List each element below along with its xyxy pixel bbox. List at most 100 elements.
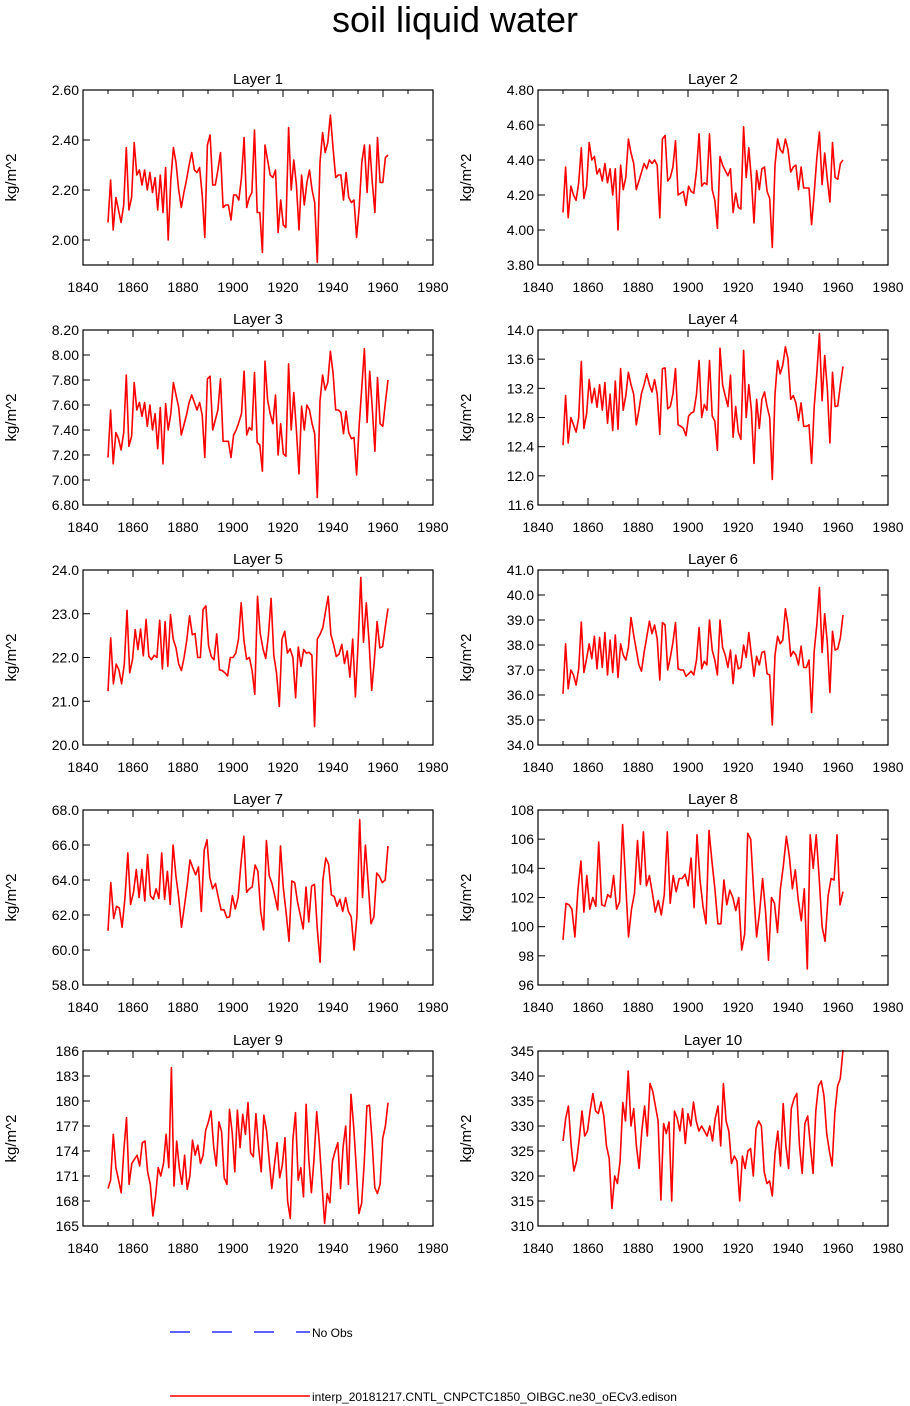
series-line-model [562,823,844,970]
x-tick-label: 1960 [822,279,853,295]
x-tick-label: 1960 [367,759,398,775]
plot-frame [537,329,889,506]
x-tick-label: 1880 [622,1240,653,1256]
y-tick-label: 174 [56,1143,80,1159]
panel-title: Layer 10 [684,1032,742,1049]
y-tick-label: 345 [511,1043,535,1059]
y-tick-label: 20.0 [52,737,79,753]
panel-title: Layer 6 [688,551,738,568]
plot-frame [537,569,889,746]
x-tick-label: 1840 [67,279,98,295]
y-tick-label: 58.0 [52,977,79,993]
y-axis-label: kg/m^2 [458,154,475,202]
y-tick-label: 8.00 [52,347,79,363]
x-tick-label: 1860 [572,279,603,295]
x-tick-label: 1840 [522,999,553,1015]
series-line-model [107,818,389,964]
y-tick-label: 39.0 [507,612,534,628]
y-tick-label: 4.60 [507,117,534,133]
y-tick-label: 315 [511,1193,535,1209]
panel-title: Layer 5 [233,551,283,568]
x-tick-label: 1900 [672,759,703,775]
y-tick-label: 100 [511,919,535,935]
y-tick-label: 2.20 [52,182,79,198]
plot-frame [82,1050,434,1227]
series-line-model [107,114,389,264]
x-tick-label: 1940 [317,999,348,1015]
y-tick-label: 7.80 [52,372,79,388]
y-tick-label: 320 [511,1168,535,1184]
x-tick-label: 1840 [67,759,98,775]
y-axis-label: kg/m^2 [3,1115,20,1163]
y-tick-label: 38.0 [507,637,534,653]
figure-title: soil liquid water [332,0,578,40]
x-tick-label: 1860 [117,279,148,295]
y-tick-label: 66.0 [52,837,79,853]
y-tick-label: 4.00 [507,222,534,238]
y-tick-label: 14.0 [507,322,534,338]
x-tick-label: 1880 [167,519,198,535]
x-tick-label: 1940 [317,519,348,535]
series-line-model [107,1066,389,1225]
y-tick-label: 12.4 [507,439,534,455]
panel-title: Layer 1 [233,71,283,88]
chart-panel-3: Layer 3 kg/m^2 1840 1860 1880 1900 1920 1940 196… [3,311,449,535]
y-axis-label: kg/m^2 [458,874,475,922]
y-tick-label: 340 [511,1068,535,1084]
x-tick-label: 1960 [822,999,853,1015]
y-axis-label: kg/m^2 [3,634,20,682]
y-tick-label: 4.20 [507,187,534,203]
y-tick-label: 330 [511,1118,535,1134]
panel-title: Layer 3 [233,311,283,328]
x-tick-label: 1880 [622,519,653,535]
y-tick-label: 180 [56,1093,80,1109]
x-tick-label: 1900 [672,519,703,535]
y-tick-label: 325 [511,1143,535,1159]
y-tick-label: 2.60 [52,82,79,98]
series-line-model [562,1049,844,1210]
y-tick-label: 2.40 [52,132,79,148]
y-tick-label: 7.40 [52,422,79,438]
y-tick-label: 41.0 [507,562,534,578]
chart-panel-9: Layer 9 kg/m^2 1840 1860 1880 1900 1920 1940 196… [3,1032,449,1256]
chart-panel-4: Layer 4 kg/m^2 1840 1860 1880 1900 1920 1940 196… [458,311,904,535]
y-tick-label: 3.80 [507,257,534,273]
y-tick-label: 36.0 [507,687,534,703]
x-tick-label: 1880 [167,279,198,295]
x-tick-label: 1860 [572,759,603,775]
x-tick-label: 1940 [772,519,803,535]
x-tick-label: 1940 [772,279,803,295]
y-axis-label: kg/m^2 [3,394,20,442]
x-tick-label: 1980 [872,1240,903,1256]
series-line-model [107,347,389,499]
x-tick-label: 1860 [117,999,148,1015]
chart-panel-6: Layer 6 kg/m^2 1840 1860 1880 1900 1920 1940 196… [458,551,904,775]
series-line-model [107,576,389,728]
x-tick-label: 1860 [572,1240,603,1256]
x-tick-label: 1940 [772,999,803,1015]
y-tick-label: 21.0 [52,693,79,709]
x-tick-label: 1920 [267,999,298,1015]
series-line-model [562,586,844,726]
x-tick-label: 1960 [367,1240,398,1256]
y-tick-label: 12.8 [507,410,534,426]
plot-frame [537,809,889,986]
y-tick-label: 60.0 [52,942,79,958]
y-tick-label: 186 [56,1043,80,1059]
y-tick-label: 40.0 [507,587,534,603]
x-tick-label: 1860 [572,519,603,535]
y-tick-label: 183 [56,1068,80,1084]
x-tick-label: 1940 [772,759,803,775]
x-tick-label: 1900 [217,279,248,295]
y-axis-label: kg/m^2 [458,1115,475,1163]
panel-title: Layer 7 [233,791,283,808]
y-axis-label: kg/m^2 [458,634,475,682]
x-tick-label: 1920 [722,999,753,1015]
legend-obs-label: No Obs [312,1326,353,1340]
chart-panel-10: Layer 10 kg/m^2 1840 1860 1880 1900 1920 1940 19… [458,1032,904,1256]
y-tick-label: 13.2 [507,380,534,396]
y-tick-label: 165 [56,1218,80,1234]
y-tick-label: 13.6 [507,351,534,367]
x-tick-label: 1940 [317,759,348,775]
